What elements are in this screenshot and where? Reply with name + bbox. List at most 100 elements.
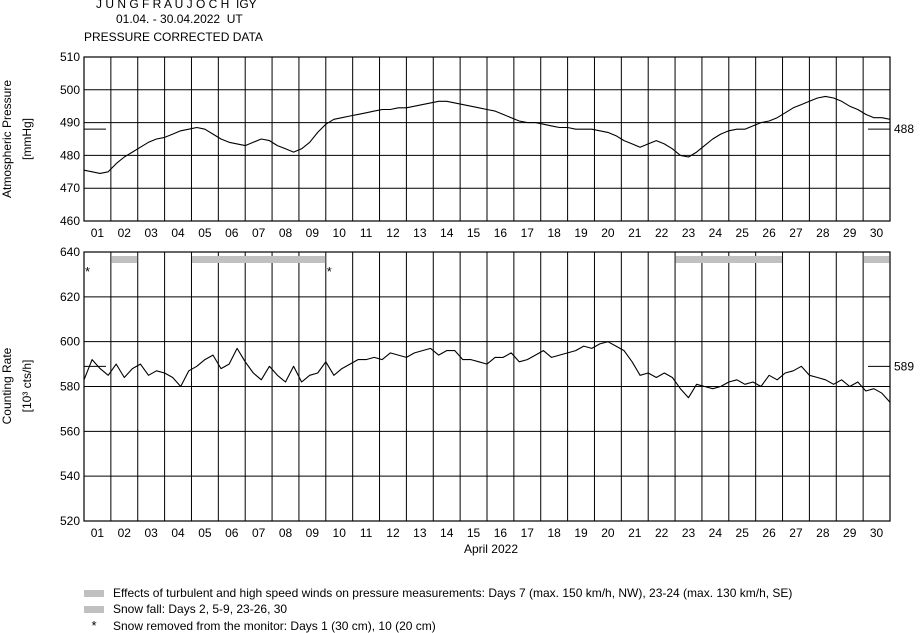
legend-wind: Effects of turbulent and high speed wind… [84,586,792,600]
x-tick-label: 22 [655,526,669,540]
x-tick-label: 04 [171,226,185,240]
x-tick-label: 24 [709,526,723,540]
x-tick-label: 18 [547,526,561,540]
x-tick-label: 03 [144,226,158,240]
legend-wind-text: Effects of turbulent and high speed wind… [113,586,793,600]
x-tick-label: 29 [843,226,857,240]
x-tick-label: 07 [252,526,266,540]
y-tick-label: 580 [60,380,80,394]
x-tick-label: 20 [601,226,615,240]
y-tick-label: 500 [60,83,80,97]
x-tick-label: 05 [198,526,212,540]
x-tick-label: 06 [225,226,239,240]
x-tick-label: 28 [816,226,830,240]
mean-value-label: 488 [894,122,914,136]
y-axis-label: Atmospheric Pressure [0,80,14,198]
x-tick-label: 13 [413,526,427,540]
x-tick-label: 27 [789,526,803,540]
x-tick-label: 09 [306,526,320,540]
x-tick-label: 01 [91,526,105,540]
y-tick-label: 480 [60,148,80,162]
x-tick-label: 10 [333,526,347,540]
plot-frame [83,56,891,222]
x-tick-label: 23 [682,526,696,540]
x-tick-label: 08 [279,226,293,240]
x-tick-label: 20 [601,526,615,540]
x-tick-label: 26 [762,526,776,540]
legend-removed-text: Snow removed from the monitor: Days 1 (3… [113,618,436,633]
x-axis-label: April 2022 [464,542,518,556]
x-tick-label: 15 [467,226,481,240]
snow-bar [863,256,890,263]
legend-snow: Snow fall: Days 2, 5-9, 23-26, 30 [84,602,287,616]
x-tick-label: 09 [306,226,320,240]
x-tick-label: 08 [279,526,293,540]
y-axis-label: Counting Rate [0,347,14,424]
x-tick-label: 16 [494,226,508,240]
y-axis-unit: [10³ cts/h] [20,360,34,413]
plot-frame [83,251,891,522]
x-tick-label: 04 [171,526,185,540]
x-tick-label: 05 [198,226,212,240]
snow-bar [111,256,138,263]
x-tick-label: 17 [521,226,535,240]
pressure-panel: 460 470 480 490 500 510 01 02 03 04 05 06 07 08 09 10 11… [0,50,914,240]
x-tick-label: 02 [118,526,132,540]
counting-rate-panel: 520 540 560 580 600 620 640 01 02 03 04 05 06 07 08 09 1… [0,245,914,556]
x-tick-label: 06 [225,526,239,540]
x-tick-label: 19 [574,226,588,240]
x-tick-label: 22 [655,226,669,240]
x-tick-label: 12 [386,526,400,540]
snow-swatch [84,605,104,613]
station-title: J U N G F R A U J O C H IGY [96,0,257,11]
y-tick-label: 640 [60,245,80,259]
x-tick-label: 02 [118,226,132,240]
y-tick-label: 560 [60,424,80,438]
x-tick-label: 10 [333,226,347,240]
snow-bar [675,256,783,263]
x-tick-label: 24 [709,226,723,240]
x-tick-label: 17 [521,526,535,540]
x-tick-label: 16 [494,526,508,540]
data-subtitle: PRESSURE CORRECTED DATA [84,30,263,44]
y-tick-label: 470 [60,181,80,195]
x-tick-label: 14 [440,226,454,240]
y-tick-label: 600 [60,335,80,349]
snow-removed-marker: * [327,264,332,279]
x-tick-label: 26 [762,226,776,240]
x-tick-label: 14 [440,526,454,540]
x-tick-label: 01 [91,226,105,240]
x-tick-label: 11 [360,226,373,240]
wind-swatch [84,589,104,597]
period-label: 01.04. - 30.04.2022 UT [116,12,243,26]
asterisk-icon: * [91,618,97,633]
y-tick-label: 460 [60,214,80,228]
mean-value-label: 589 [894,359,914,373]
x-tick-label: 29 [843,526,857,540]
data-series-line [83,95,891,174]
x-tick-label: 27 [789,226,803,240]
x-tick-label: 28 [816,526,830,540]
x-tick-label: 13 [413,226,427,240]
legend-snow-text: Snow fall: Days 2, 5-9, 23-26, 30 [113,602,288,616]
x-tick-label: 21 [628,226,642,240]
y-tick-label: 620 [60,290,80,304]
snow-removed-marker: * [85,264,90,279]
legend-removed: * Snow removed from the monitor: Days 1 … [84,618,436,633]
x-tick-label: 18 [547,226,561,240]
x-tick-label: 19 [574,526,588,540]
x-tick-label: 25 [736,226,750,240]
y-tick-label: 540 [60,469,80,483]
x-tick-label: 21 [628,526,642,540]
x-tick-label: 30 [870,526,884,540]
x-tick-label: 07 [252,226,266,240]
x-tick-label: 30 [870,226,884,240]
x-tick-label: 15 [467,526,481,540]
y-axis-unit: [mmHg] [20,118,34,160]
x-tick-label: 11 [360,526,373,540]
x-tick-label: 23 [682,226,696,240]
y-tick-label: 510 [60,50,80,64]
x-tick-label: 12 [386,226,400,240]
y-tick-label: 490 [60,116,80,130]
